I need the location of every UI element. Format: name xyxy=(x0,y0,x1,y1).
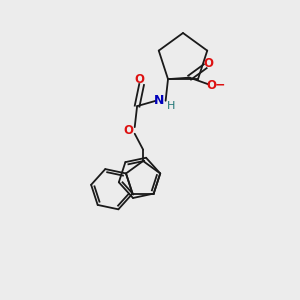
Text: N: N xyxy=(154,94,164,107)
Text: O: O xyxy=(207,79,217,92)
Text: −: − xyxy=(214,78,225,91)
Text: H: H xyxy=(167,101,175,111)
Text: O: O xyxy=(123,124,133,137)
Text: O: O xyxy=(134,73,144,85)
Text: O: O xyxy=(204,57,214,70)
